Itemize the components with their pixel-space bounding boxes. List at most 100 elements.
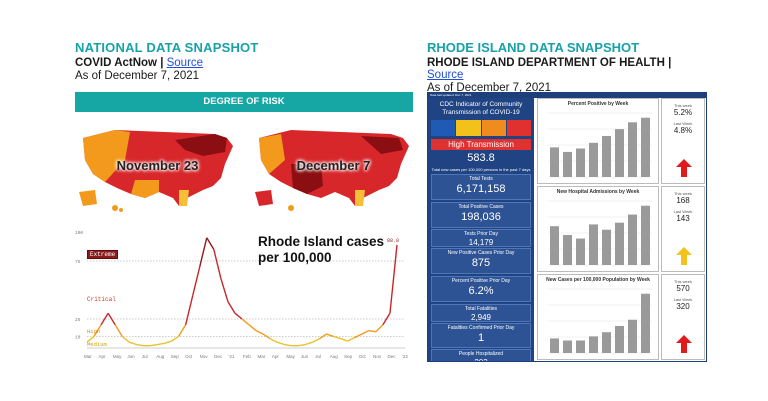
weekly-summary-1: This week 5.2% Last Week 4.8% xyxy=(661,98,705,184)
weekly-chart-1: Percent Positive by Week xyxy=(537,98,659,184)
weekly-chart-title: New Hospital Admissions by Week xyxy=(556,189,640,195)
bar xyxy=(628,214,637,265)
bar xyxy=(602,229,611,265)
stat-label: People Hospitalized xyxy=(458,351,504,357)
this-week-label: This week xyxy=(673,103,692,108)
bar xyxy=(576,238,585,265)
stat-total-tests: Total Tests 6,171,158 xyxy=(431,174,531,200)
last-value-label: 88.8 xyxy=(387,238,399,244)
bar xyxy=(628,122,637,177)
x-tick-label: Aug xyxy=(156,354,165,359)
bar-chart-svg xyxy=(548,112,652,178)
national-date: As of December 7, 2021 xyxy=(75,70,200,82)
series-segment xyxy=(164,340,172,345)
series-segment xyxy=(361,329,370,335)
map-label-december: December 7 xyxy=(296,158,371,173)
stat-value: 6,171,158 xyxy=(456,183,506,195)
extreme-label: Extreme xyxy=(87,250,119,259)
x-tick-label: Jul xyxy=(142,354,148,359)
series-segment xyxy=(199,237,208,267)
series-segment xyxy=(255,329,264,335)
series-segment xyxy=(129,341,137,346)
bar xyxy=(615,222,624,265)
cases-note: Total new cases per 100,000 persons in t… xyxy=(431,167,531,172)
legend-substantial xyxy=(481,120,506,136)
series-segment xyxy=(220,278,229,302)
bar xyxy=(628,319,637,353)
weekly-summary-2: This week 168 Last Week 143 xyxy=(661,186,705,272)
series-segment xyxy=(100,312,109,326)
weekly-chart-title: Percent Positive by Week xyxy=(567,101,629,107)
this-week-value: 168 xyxy=(676,196,690,205)
series-segment xyxy=(121,335,130,343)
national-source-link[interactable]: Source xyxy=(166,57,204,69)
stat-label: New Positive Cases Prior Day xyxy=(447,250,515,256)
this-week-value: 5.2% xyxy=(673,108,693,117)
bar xyxy=(576,148,585,177)
bar-chart-svg xyxy=(548,288,652,354)
bar xyxy=(550,338,559,353)
series-segment xyxy=(269,338,278,343)
bar xyxy=(641,293,650,353)
y-tick-label: 25 xyxy=(75,317,81,323)
trend-up-arrow-icon xyxy=(676,247,692,265)
stat-fatalities-confirmed-prior-day: Fatalities Confirmed Prior Day 1 xyxy=(431,323,531,348)
ri-title: RHODE ISLAND DATA SNAPSHOT xyxy=(427,40,640,55)
series-segment xyxy=(177,324,187,337)
stat-value: 14,179 xyxy=(468,238,494,247)
x-tick-label: Apr xyxy=(98,354,106,359)
series-segment xyxy=(136,343,144,347)
stat-total-positive-cases: Total Positive Cases 198,036 xyxy=(431,202,531,228)
x-tick-label: Mar xyxy=(84,354,92,359)
y-tick-label: 75 xyxy=(75,259,81,265)
bar xyxy=(589,224,598,265)
x-tick-label: May xyxy=(113,354,122,359)
ri-dashboard: Data last updated: Dec 7, 2021 CDC Indic… xyxy=(427,92,707,362)
stat-label: Tests Prior Day xyxy=(464,231,498,237)
trend-up-arrow-icon xyxy=(676,159,692,177)
this-week-value: 570 xyxy=(676,284,690,293)
series-segment xyxy=(375,324,384,333)
national-title: NATIONAL DATA SNAPSHOT xyxy=(75,40,259,55)
cases-per-100k: 583.8 xyxy=(467,152,495,164)
series-segment xyxy=(86,335,95,343)
line-chart-svg: 88.8 100 75 25 10 Mar Apr May Jun Jul Aug Sep Oct Nov… xyxy=(75,230,408,359)
weekly-summary-3: This week 570 Last Week 320 xyxy=(661,274,705,360)
stat-new-positive-cases-prior-day: New Positive Cases Prior Day 875 xyxy=(431,248,531,274)
ri-panel: RHODE ISLAND DATA SNAPSHOT RHODE ISLAND … xyxy=(427,40,707,365)
map-label-november: November 23 xyxy=(116,158,199,173)
bar xyxy=(615,325,624,353)
series-segment xyxy=(213,249,222,279)
series-segment xyxy=(248,324,257,332)
ri-source-link[interactable]: Source xyxy=(427,69,464,81)
x-tick-label: '21 xyxy=(229,354,235,359)
bar xyxy=(641,205,650,265)
x-tick-label: Sep xyxy=(171,354,180,359)
series-segment xyxy=(312,338,320,343)
weekly-chart-title: New Cases per 100,000 Population by Week xyxy=(546,277,650,283)
series-segment xyxy=(192,266,201,296)
x-tick-label: Jun xyxy=(127,354,135,359)
series-segment xyxy=(157,342,165,346)
stat-label: Total Positive Cases xyxy=(458,204,504,210)
stat-value: 875 xyxy=(471,257,491,269)
cdc-title: CDC Indicator of Community Transmission … xyxy=(439,101,523,116)
ri-org-line: RHODE ISLAND DEPARTMENT OF HEALTH | Sour… xyxy=(427,57,672,81)
series-segment xyxy=(389,244,398,314)
bar xyxy=(550,147,559,177)
legend-moderate xyxy=(456,120,481,136)
legend-low xyxy=(431,120,456,136)
series-segment xyxy=(171,335,179,342)
critical-label: Critical xyxy=(87,296,116,303)
last-week-value: 143 xyxy=(676,214,690,223)
x-tick-label: Feb xyxy=(243,354,251,359)
national-org: COVID ActNow xyxy=(75,57,157,69)
high-label: High xyxy=(87,328,101,335)
x-tick-label: '22 xyxy=(402,354,408,359)
stat-label: Total Tests xyxy=(469,176,493,182)
x-tick-label: Aug xyxy=(330,354,339,359)
series-segment xyxy=(206,237,215,250)
series-segment xyxy=(150,343,158,347)
this-week-label: This week xyxy=(673,279,692,284)
stats-column: CDC Indicator of Community Transmission … xyxy=(428,98,534,361)
